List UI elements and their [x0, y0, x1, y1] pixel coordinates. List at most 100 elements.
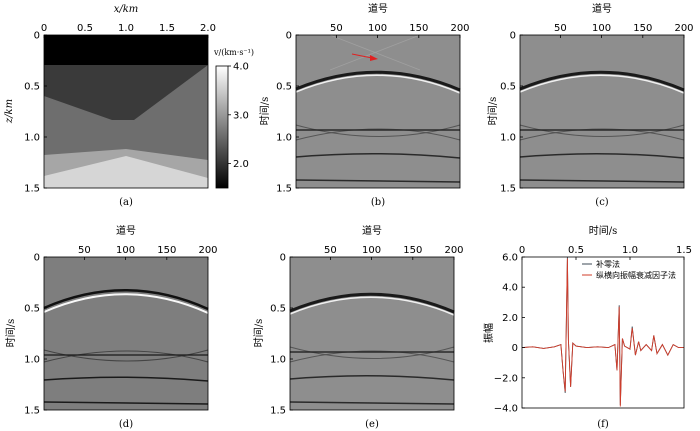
- reflection-1-d: [43, 293, 209, 314]
- xtick-label: 50: [78, 245, 91, 256]
- panel-c: 50 100 150 200 0 0.5 1.0 1.5 道号 时间/s (c): [486, 2, 694, 208]
- ytick-label: 0.5: [270, 304, 286, 315]
- xtick-label: 200: [198, 245, 217, 256]
- diffraction-2-b: [295, 128, 461, 141]
- reflection-1-b: [295, 70, 461, 92]
- ytick-label: 1.0: [276, 133, 292, 144]
- ticks-e: 50 100 150 200 0 0.5 1.0 1.5: [270, 245, 463, 417]
- xtick-label: 50: [324, 245, 337, 256]
- legend-label-0: 补零法: [596, 259, 620, 269]
- xtick-label: 200: [450, 23, 469, 34]
- plot-frame-b: [295, 34, 461, 189]
- ytick-label: 0.5: [24, 82, 40, 93]
- colorbar-tick-label: 2.0: [233, 159, 249, 170]
- reflection-4-d: [43, 401, 209, 405]
- caption-a: (a): [119, 197, 133, 208]
- xlabel-e: 道号: [362, 224, 382, 237]
- xtick-label: 50: [554, 23, 567, 34]
- caption-c: (c): [595, 197, 609, 208]
- ytick-label: 1.0: [24, 355, 40, 366]
- reflection-1b-d: [43, 289, 209, 311]
- ticks-a: 0 0.5 1.0 1.5 2.0 0 0.5 1.0 1.5: [24, 23, 216, 195]
- reflection-1w-e: [289, 296, 455, 316]
- xtick-label: 200: [674, 23, 693, 34]
- xtick-label: 100: [592, 23, 611, 34]
- reflection-1w-b: [295, 74, 461, 94]
- caption-f: (f): [597, 419, 609, 430]
- colorbar: [215, 65, 229, 189]
- seismic-bg-c: [520, 35, 684, 188]
- legend-f: 补零法 纵横向振幅衰减因子法: [582, 259, 676, 280]
- series-lines-f: [521, 256, 684, 407]
- ylabel-f: 振幅: [482, 323, 495, 343]
- xtick-label: 1.0: [622, 245, 638, 256]
- reflections-e: [289, 292, 455, 405]
- xtick-label: 1.5: [159, 23, 175, 34]
- ticks-f: 0 0.5 1.0 1.5 6.0 4.0 2.0 0 −2.0 −4.0: [494, 245, 692, 415]
- plot-frame-d: [43, 256, 209, 411]
- ytick-label: 1.0: [270, 355, 286, 366]
- ytick-label: −2.0: [494, 373, 518, 384]
- seismic-bg-b: [296, 35, 460, 188]
- ytick-label: 0: [34, 31, 40, 42]
- ytick-label: 0: [512, 343, 518, 354]
- seismic-bg-d: [44, 257, 208, 410]
- ticks-c: 50 100 150 200 0 0.5 1.0 1.5: [500, 23, 693, 195]
- xtick-label: 0.5: [77, 23, 93, 34]
- legend-label-1: 纵横向振幅衰减因子法: [596, 270, 676, 280]
- plot-bg-f: [522, 257, 684, 408]
- ticks-b: 50 100 150 200 0 0.5 1.0 1.5: [276, 23, 469, 195]
- velocity-model: [44, 35, 208, 188]
- caption-b: (b): [371, 197, 385, 208]
- ytick-label: 2.0: [502, 313, 518, 324]
- panel-f: 0 0.5 1.0 1.5 6.0 4.0 2.0 0 −2.0 −4.0 时间/s 振幅 补零法…: [482, 224, 692, 430]
- ytick-label: 1.0: [24, 133, 40, 144]
- layer5: [44, 156, 208, 188]
- ytick-label: 1.5: [24, 406, 40, 417]
- panel-d: 50 100 150 200 0 0.5 1.0 1.5 道号 时间/s (d): [4, 224, 218, 430]
- xtick-label: 2.0: [200, 23, 216, 34]
- plot-frame-f: [521, 256, 685, 409]
- xtick-label: 200: [444, 245, 463, 256]
- xtick-label: 150: [633, 23, 652, 34]
- artifact-x2-b: [329, 34, 421, 71]
- xtick-label: 1.5: [676, 245, 692, 256]
- xtick-label: 150: [157, 245, 176, 256]
- ylabel-b: 时间/s: [258, 97, 271, 126]
- xtick-label: 150: [409, 23, 428, 34]
- red-arrow: [351, 53, 378, 61]
- ylabel-e: 时间/s: [252, 319, 265, 348]
- plot-frame-e: [289, 256, 455, 411]
- reflections-c: [519, 70, 685, 183]
- xtick-label: 100: [368, 23, 387, 34]
- xtick-label: 0.5: [568, 245, 584, 256]
- panel-e: 50 100 150 200 0 0.5 1.0 1.5 道号 时间/s (e): [252, 224, 464, 430]
- ytick-label: 1.5: [276, 184, 292, 195]
- xtick-label: 50: [330, 23, 343, 34]
- colorbar-ticks: 2.0 3.0 4.0: [228, 62, 249, 170]
- colorbar-tick-label: 3.0: [233, 110, 249, 121]
- ylabel-c: 时间/s: [486, 97, 499, 126]
- seismic-bg-e: [290, 257, 454, 410]
- colorbar-label: v/(km·s⁻¹): [213, 48, 254, 57]
- diffraction-2-c: [519, 128, 685, 141]
- ytick-label: 1.5: [24, 184, 40, 195]
- ytick-label: 1.5: [270, 406, 286, 417]
- xlabel-f: 时间/s: [589, 224, 618, 237]
- ytick-label: 6.0: [502, 253, 518, 264]
- reflection-1-c: [519, 70, 685, 92]
- reflections-d: [43, 289, 209, 405]
- series-line-1: [521, 258, 684, 407]
- reflection-1w-c: [519, 74, 685, 94]
- xtick-label: 0: [41, 23, 47, 34]
- diffraction-2-e: [289, 350, 455, 363]
- ytick-label: 0: [286, 31, 292, 42]
- xtick-label: 150: [403, 245, 422, 256]
- reflection-3-e: [289, 374, 455, 381]
- layer1: [44, 35, 208, 65]
- panel-b: 50 100 150 200 0 0.5 1.0 1.5 道号 时间/s (b): [258, 2, 470, 208]
- reflection-3-d: [43, 376, 209, 382]
- ytick-label: 0: [280, 253, 286, 264]
- reflection-4-e: [289, 401, 455, 405]
- panel-a: 0 0.5 1.0 1.5 2.0 0 0.5 1.0 1.5 x/km z/km v/(km·…: [4, 4, 254, 208]
